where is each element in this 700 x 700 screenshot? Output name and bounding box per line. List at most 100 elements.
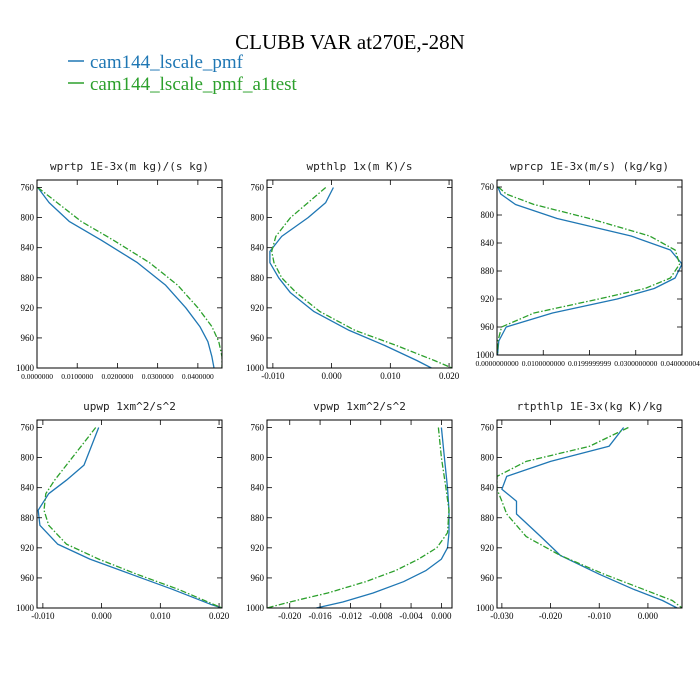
x-tick-label: -0.016	[308, 611, 332, 621]
y-tick-label: 800	[21, 453, 35, 463]
series-line-1	[316, 427, 450, 608]
x-tick-label: 0.020	[439, 371, 460, 381]
y-tick-label: 840	[21, 483, 35, 493]
plot-frame	[36, 179, 223, 369]
y-tick-label: 840	[251, 483, 265, 493]
panel-4: upwp 1xm^2/s^2 760 800 840 880 920 960 1000-0.0…	[16, 400, 230, 621]
y-tick-label: 880	[251, 513, 265, 523]
series-line-2	[497, 186, 681, 355]
x-tick-label: 0.0000000000	[475, 359, 518, 368]
series-line-1	[37, 187, 215, 368]
y-tick-label: 760	[251, 423, 265, 433]
legend-label-2: cam144_lscale_pmf_a1test	[90, 74, 298, 95]
x-tick-label: 0.0300000	[142, 372, 174, 381]
panel-title: wprtp 1E-3x(m kg)/(s kg)	[50, 160, 209, 173]
panel-6: rtpthlp 1E-3x(kg K)/kg 760 800 840 880 920 960…	[476, 400, 683, 621]
x-tick-label: -0.012	[339, 611, 362, 621]
panel-2: wpthlp 1x(m K)/s 760 800 840 880 920 960 1000-0…	[246, 160, 460, 381]
series-line-2	[271, 187, 452, 368]
plot-frame	[496, 419, 683, 609]
x-tick-label: 0.0200000	[101, 372, 133, 381]
x-tick-label: -0.010	[31, 611, 55, 621]
y-tick-label: 1000	[476, 603, 495, 613]
y-tick-label: 920	[21, 543, 35, 553]
y-tick-label: 880	[251, 273, 265, 283]
y-tick-label: 960	[481, 322, 495, 332]
panels: wprtp 1E-3x(m kg)/(s kg) 760 800 840 880 920 9…	[16, 160, 700, 621]
y-tick-label: 1000	[16, 363, 35, 373]
y-tick-label: 800	[481, 453, 495, 463]
x-tick-label: -0.010	[588, 611, 612, 621]
plot-frame	[266, 179, 453, 369]
y-tick-label: 920	[251, 543, 265, 553]
y-tick-label: 960	[21, 573, 35, 583]
panel-1: wprtp 1E-3x(m kg)/(s kg) 760 800 840 880 920 9…	[16, 160, 223, 381]
y-tick-label: 960	[251, 333, 265, 343]
x-tick-label: 0.0000000	[21, 372, 53, 381]
y-tick-label: 1000	[16, 603, 35, 613]
y-tick-label: 880	[481, 513, 495, 523]
y-tick-label: 880	[21, 513, 35, 523]
y-tick-label: 800	[251, 213, 265, 223]
x-tick-label: 0.0100000000	[522, 359, 565, 368]
y-tick-label: 920	[251, 303, 265, 313]
series-line-2	[497, 426, 682, 608]
y-tick-label: 760	[21, 423, 35, 433]
x-tick-label: 0.0199999999	[568, 359, 611, 368]
series-line-1	[501, 427, 678, 608]
figure-title: CLUBB VAR at270E,-28N	[235, 30, 465, 54]
y-tick-label: 840	[481, 483, 495, 493]
legend-label-1: cam144_lscale_pmf	[90, 52, 244, 73]
y-tick-label: 960	[481, 573, 495, 583]
x-tick-label: 0.0100000	[61, 372, 93, 381]
y-tick-label: 880	[21, 273, 35, 283]
y-tick-label: 760	[21, 183, 35, 193]
series-group	[497, 426, 682, 608]
y-tick-label: 800	[481, 210, 495, 220]
series-line-2	[37, 186, 222, 368]
panel-title: upwp 1xm^2/s^2	[83, 400, 176, 413]
x-tick-label: 0.000	[91, 611, 112, 621]
x-tick-label: 0.000	[638, 611, 659, 621]
y-tick-label: 840	[21, 243, 35, 253]
series-group	[37, 186, 222, 368]
y-tick-label: 880	[481, 266, 495, 276]
x-tick-label: -0.020	[539, 611, 563, 621]
y-tick-label: 840	[481, 238, 495, 248]
series-group	[267, 427, 450, 608]
panel-title: wprcp 1E-3x(m/s) (kg/kg)	[510, 160, 669, 173]
y-tick-label: 920	[481, 543, 495, 553]
series-group	[269, 187, 452, 368]
series-line-1	[37, 427, 222, 608]
x-tick-label: -0.008	[369, 611, 393, 621]
x-tick-label: 0.010	[380, 371, 401, 381]
panel-title: rtpthlp 1E-3x(kg K)/kg	[517, 400, 663, 413]
y-tick-label: 800	[251, 453, 265, 463]
y-tick-label: 920	[481, 294, 495, 304]
x-tick-label: 0.020	[209, 611, 230, 621]
y-tick-label: 1000	[246, 363, 265, 373]
panel-5: vpwp 1xm^2/s^2 760 800 840 880 920 960 1000 -0.0…	[246, 400, 453, 621]
plot-frame	[266, 419, 453, 609]
panel-title: wpthlp 1x(m K)/s	[307, 160, 413, 173]
series-line-2	[267, 427, 450, 608]
series-group	[37, 427, 222, 608]
y-tick-label: 1000	[476, 350, 495, 360]
y-tick-label: 960	[21, 333, 35, 343]
y-tick-label: 760	[481, 423, 495, 433]
x-tick-label: -0.010	[261, 371, 285, 381]
x-tick-label: 0.0400000040	[660, 359, 700, 368]
series-group	[497, 186, 682, 355]
x-tick-label: -0.004	[399, 611, 423, 621]
y-tick-label: 920	[21, 303, 35, 313]
x-tick-label: 0.0300000000	[614, 359, 657, 368]
x-tick-label: 0.010	[150, 611, 171, 621]
series-line-1	[269, 187, 432, 368]
legend: cam144_lscale_pmf cam144_lscale_pmf_a1te…	[68, 52, 298, 95]
y-tick-label: 960	[251, 573, 265, 583]
y-tick-label: 800	[21, 213, 35, 223]
y-tick-label: 840	[251, 243, 265, 253]
y-tick-label: 760	[251, 183, 265, 193]
series-line-1	[497, 186, 682, 355]
